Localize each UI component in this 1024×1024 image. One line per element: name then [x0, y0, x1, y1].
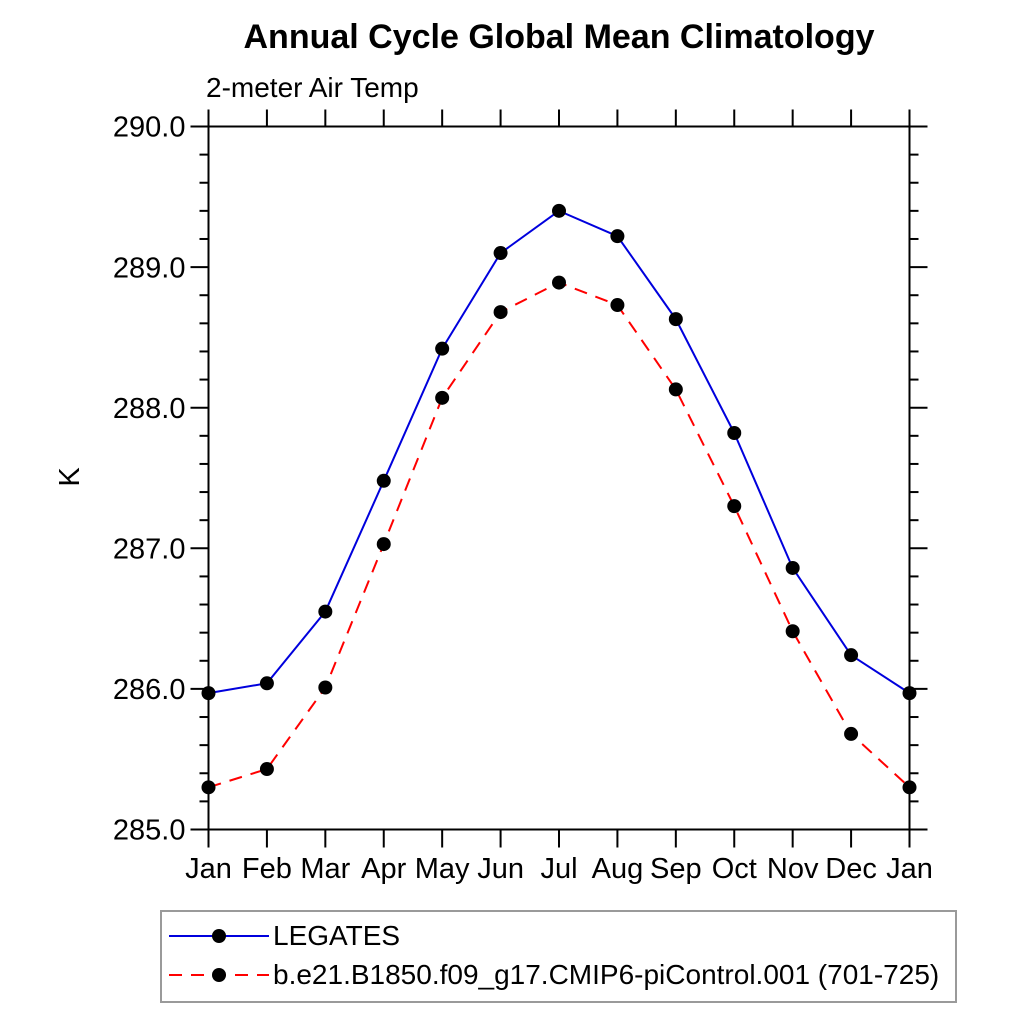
legend-swatch-dashed-line-dot: [169, 968, 269, 982]
x-tick-label: Jan: [886, 853, 933, 885]
data-point: [259, 762, 274, 777]
y-tick-label: 289.0: [113, 252, 186, 284]
y-tick-label: 286.0: [113, 674, 186, 706]
x-tick-label: Sep: [650, 853, 702, 885]
x-tick-label: Nov: [767, 853, 819, 885]
legend-marker-dot: [212, 968, 226, 982]
legend-label-model: b.e21.B1850.f09_g17.CMIP6-piControl.001 …: [273, 959, 940, 990]
x-tick-label: Aug: [592, 853, 644, 885]
x-tick-label: Dec: [825, 853, 877, 885]
legend-swatch-solid-line-dot: [169, 929, 269, 943]
data-point: [201, 780, 216, 795]
chart-subtitle: 2-meter Air Temp: [206, 72, 419, 103]
x-tick-label: Feb: [242, 853, 292, 885]
x-tick-label: May: [415, 853, 470, 885]
series-line-1: [208, 281, 911, 789]
y-tick-label: 287.0: [113, 533, 186, 565]
data-point: [902, 686, 917, 701]
x-tick-label: Oct: [712, 853, 757, 885]
data-point: [435, 341, 450, 356]
legend-label-legates: LEGATES: [273, 920, 401, 951]
data-point: [435, 390, 450, 405]
data-point: [552, 203, 566, 218]
data-point: [552, 275, 566, 290]
legend-box: LEGATES b.e21.B1850.f09_g17.CMIP6-piCont…: [160, 910, 957, 1003]
y-axis-ticks: [190, 125, 928, 831]
y-axis-tick-labels: 285.0 286.0 287.0 288.0 289.0 290.0: [113, 112, 186, 847]
x-tick-label: Jul: [540, 853, 577, 885]
data-point: [902, 780, 917, 795]
plot-frame: [207, 125, 911, 831]
x-tick-label: Jun: [477, 853, 524, 885]
x-tick-label: Jan: [185, 853, 232, 885]
x-axis-ticks: Jan Feb Mar Apr May Jun Jul Aug Sep Oct Nov Dec Jan: [185, 109, 933, 885]
data-point: [785, 624, 800, 639]
data-point: [844, 726, 859, 741]
y-tick-label: 285.0: [113, 815, 186, 847]
chart-title: Annual Cycle Global Mean Climatology: [243, 18, 875, 56]
data-point: [493, 246, 508, 261]
series-markers-1: [201, 275, 917, 795]
data-point: [610, 229, 625, 244]
y-axis-title: K: [54, 467, 86, 487]
data-point: [318, 680, 333, 695]
data-point: [259, 676, 274, 691]
data-point: [785, 560, 800, 575]
data-point: [201, 686, 216, 701]
data-point: [844, 648, 859, 663]
legend-entry-legates: LEGATES: [167, 920, 401, 951]
series-markers-0: [201, 203, 917, 701]
legend-marker-dot: [212, 929, 226, 943]
y-tick-label: 288.0: [113, 393, 186, 425]
x-tick-label: Mar: [300, 853, 350, 885]
x-tick-label: Apr: [361, 853, 406, 885]
data-point: [493, 305, 508, 320]
data-point: [610, 298, 625, 313]
data-point: [727, 426, 742, 441]
y-tick-label: 290.0: [113, 112, 186, 144]
legend-entry-model: b.e21.B1850.f09_g17.CMIP6-piControl.001 …: [167, 959, 940, 990]
data-point: [318, 604, 333, 619]
data-point: [376, 537, 391, 552]
data-point: [727, 499, 742, 514]
data-point: [376, 473, 391, 488]
data-point: [668, 382, 683, 397]
data-point: [668, 312, 683, 327]
